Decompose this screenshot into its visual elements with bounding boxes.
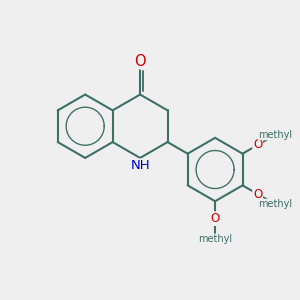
Text: NH: NH — [130, 159, 150, 172]
Text: methyl: methyl — [258, 130, 292, 140]
Text: methyl: methyl — [198, 234, 232, 244]
Text: methyl: methyl — [258, 200, 292, 209]
Text: O: O — [253, 139, 262, 152]
Text: O: O — [211, 212, 220, 225]
Text: O: O — [253, 188, 262, 201]
Text: O: O — [134, 54, 146, 69]
